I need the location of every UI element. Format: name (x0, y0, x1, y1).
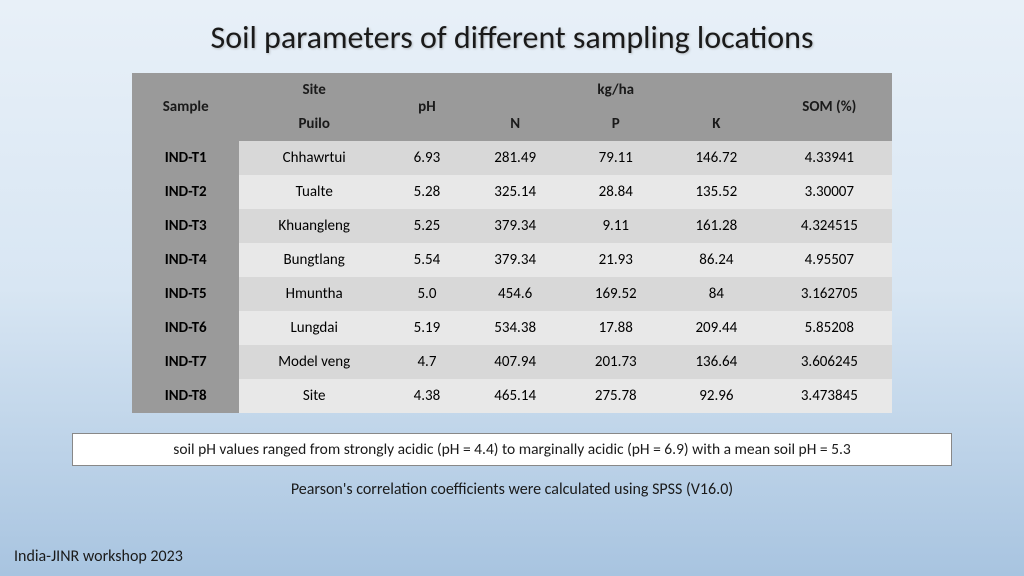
cell-n: 325.14 (465, 175, 566, 209)
cell-site: Chhawrtui (239, 141, 389, 175)
cell-ph: 5.28 (389, 175, 465, 209)
cell-sample: IND-T3 (132, 209, 239, 243)
cell-k: 146.72 (666, 141, 767, 175)
col-ph: pH (389, 73, 465, 141)
table-row: IND-T3Khuangleng5.25379.349.11161.284.32… (132, 209, 892, 243)
cell-site: Tualte (239, 175, 389, 209)
cell-n: 281.49 (465, 141, 566, 175)
cell-p: 169.52 (565, 277, 666, 311)
table-row: IND-T6Lungdai5.19534.3817.88209.445.8520… (132, 311, 892, 345)
table-row: IND-T2Tualte5.28325.1428.84135.523.30007 (132, 175, 892, 209)
col-site: Site (239, 73, 389, 107)
ph-range-note: soil pH values ranged from strongly acid… (72, 433, 952, 466)
cell-p: 17.88 (565, 311, 666, 345)
col-sample: Sample (132, 73, 239, 141)
col-k: K (666, 107, 767, 141)
cell-ph: 5.25 (389, 209, 465, 243)
table-body: IND-T1Chhawrtui6.93281.4979.11146.724.33… (132, 141, 892, 413)
cell-ph: 6.93 (389, 141, 465, 175)
cell-site: Bungtlang (239, 243, 389, 277)
cell-k: 86.24 (666, 243, 767, 277)
cell-p: 201.73 (565, 345, 666, 379)
soil-parameters-table: Sample Site pH kg/ha SOM (%) Puilo N P K… (132, 73, 892, 413)
cell-site: Site (239, 379, 389, 413)
cell-n: 379.34 (465, 209, 566, 243)
cell-sample: IND-T2 (132, 175, 239, 209)
cell-k: 92.96 (666, 379, 767, 413)
cell-sample: IND-T6 (132, 311, 239, 345)
col-puilo: Puilo (239, 107, 389, 141)
cell-site: Lungdai (239, 311, 389, 345)
slide-title: Soil parameters of different sampling lo… (0, 0, 1024, 57)
table-row: IND-T1Chhawrtui6.93281.4979.11146.724.33… (132, 141, 892, 175)
cell-som: 4.95507 (767, 243, 892, 277)
cell-n: 407.94 (465, 345, 566, 379)
cell-site: Model veng (239, 345, 389, 379)
workshop-footer: India-JINR workshop 2023 (14, 547, 183, 566)
cell-ph: 5.54 (389, 243, 465, 277)
cell-sample: IND-T7 (132, 345, 239, 379)
cell-som: 4.33941 (767, 141, 892, 175)
table-row: IND-T4Bungtlang5.54379.3421.9386.244.955… (132, 243, 892, 277)
cell-sample: IND-T4 (132, 243, 239, 277)
cell-k: 161.28 (666, 209, 767, 243)
cell-p: 28.84 (565, 175, 666, 209)
cell-n: 379.34 (465, 243, 566, 277)
cell-p: 21.93 (565, 243, 666, 277)
cell-k: 209.44 (666, 311, 767, 345)
cell-som: 5.85208 (767, 311, 892, 345)
cell-sample: IND-T8 (132, 379, 239, 413)
correlation-note: Pearson's correlation coefficients were … (0, 480, 1024, 499)
table-row: IND-T8Site4.38465.14275.7892.963.473845 (132, 379, 892, 413)
table-row: IND-T7Model veng4.7407.94201.73136.643.6… (132, 345, 892, 379)
cell-ph: 5.0 (389, 277, 465, 311)
data-table-container: Sample Site pH kg/ha SOM (%) Puilo N P K… (132, 73, 892, 413)
cell-som: 4.324515 (767, 209, 892, 243)
cell-som: 3.606245 (767, 345, 892, 379)
col-n: N (465, 107, 566, 141)
cell-k: 136.64 (666, 345, 767, 379)
cell-ph: 4.7 (389, 345, 465, 379)
cell-p: 9.11 (565, 209, 666, 243)
table-row: IND-T5Hmuntha5.0454.6169.52843.162705 (132, 277, 892, 311)
col-p: P (565, 107, 666, 141)
cell-site: Hmuntha (239, 277, 389, 311)
cell-som: 3.30007 (767, 175, 892, 209)
cell-ph: 4.38 (389, 379, 465, 413)
cell-p: 79.11 (565, 141, 666, 175)
cell-ph: 5.19 (389, 311, 465, 345)
col-kgha: kg/ha (465, 73, 767, 107)
cell-k: 84 (666, 277, 767, 311)
cell-sample: IND-T5 (132, 277, 239, 311)
cell-k: 135.52 (666, 175, 767, 209)
cell-site: Khuangleng (239, 209, 389, 243)
cell-n: 454.6 (465, 277, 566, 311)
cell-p: 275.78 (565, 379, 666, 413)
col-som: SOM (%) (767, 73, 892, 141)
cell-n: 465.14 (465, 379, 566, 413)
cell-sample: IND-T1 (132, 141, 239, 175)
cell-n: 534.38 (465, 311, 566, 345)
cell-som: 3.473845 (767, 379, 892, 413)
cell-som: 3.162705 (767, 277, 892, 311)
